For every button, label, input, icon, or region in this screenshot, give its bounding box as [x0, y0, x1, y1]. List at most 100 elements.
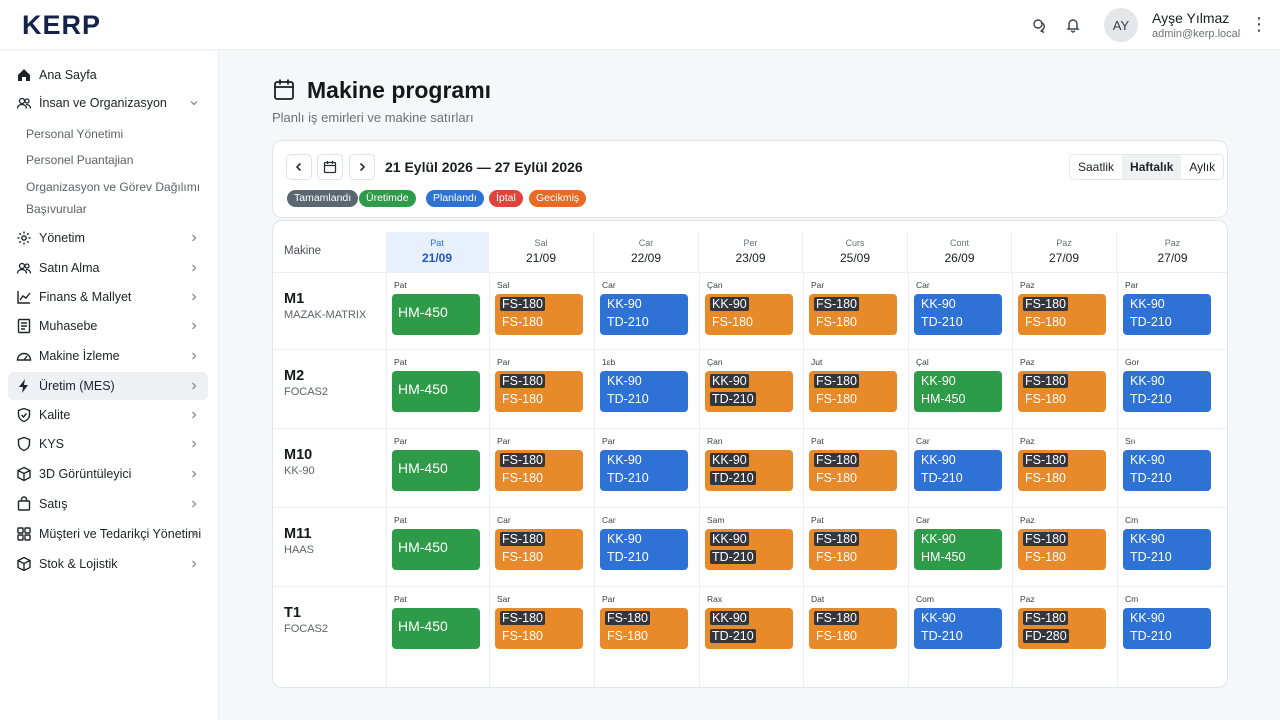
work-order-block[interactable]: FS-180 FS-180 — [495, 294, 583, 335]
shift-label: Car — [497, 515, 511, 525]
work-order-block[interactable]: KK-90 HM-450 — [914, 529, 1002, 570]
shift-label: Paz — [1020, 436, 1035, 446]
work-order-block[interactable]: KK-90 FS-180 — [705, 294, 793, 335]
work-order-code: FS-180 — [502, 550, 543, 564]
sidebar-item-makine-izleme[interactable]: Makine İzleme — [8, 342, 208, 370]
work-order-block[interactable]: KK-90 TD-210 — [600, 294, 688, 335]
work-order-code: TD-210 — [607, 315, 649, 329]
sidebar-item-kalite[interactable]: Kalite — [8, 401, 208, 429]
work-order-code: KK-90 — [710, 611, 749, 625]
work-order-block[interactable]: FS-180 FS-180 — [600, 608, 688, 649]
row-divider — [273, 349, 1227, 350]
sidebar-item-insan-ve-organizasyon[interactable]: İnsan ve Organizasyon — [8, 89, 208, 117]
chevron-right-icon — [188, 408, 200, 422]
day-header: Pat 21/09 — [386, 232, 489, 272]
date-picker-button[interactable] — [317, 154, 343, 180]
prev-week-button[interactable] — [286, 154, 312, 180]
next-week-button[interactable] — [349, 154, 375, 180]
work-order-block[interactable]: KK-90 TD-210 — [1123, 450, 1211, 491]
work-order-block[interactable]: KK-90 TD-210 — [705, 371, 793, 412]
work-order-block[interactable]: KK-90 TD-210 — [1123, 371, 1211, 412]
sidebar-item-musteri-tedarikci[interactable]: Müşteri ve Tedarikçi Yönetimi — [8, 520, 208, 548]
sidebar-item-uretim-mes[interactable]: Üretim (MES) — [8, 372, 208, 400]
work-order-block[interactable]: KK-90 TD-210 — [914, 608, 1002, 649]
chevron-right-icon — [188, 261, 200, 275]
work-order-block[interactable]: HM-450 — [392, 608, 480, 649]
work-order-code: KK-90 — [1130, 297, 1165, 311]
work-order-block[interactable]: FS-180 FS-180 — [809, 371, 897, 412]
sidebar-item-satis[interactable]: Satış — [8, 490, 208, 518]
work-order-block[interactable]: KK-90 TD-210 — [600, 450, 688, 491]
calendar-toolbar: 21 Eylül 2026 — 27 Eylül 2026 Saatlik Ha… — [272, 140, 1228, 218]
work-order-block[interactable]: KK-90 TD-210 — [914, 450, 1002, 491]
work-order-block[interactable]: FS-180 FS-180 — [495, 450, 583, 491]
work-order-block[interactable]: KK-90 TD-210 — [1123, 529, 1211, 570]
bolt-icon — [16, 378, 32, 394]
work-order-block[interactable]: KK-90 TD-210 — [600, 371, 688, 412]
sidebar-item-ana-sayfa[interactable]: Ana Sayfa — [8, 61, 208, 89]
column-divider — [489, 272, 490, 687]
work-order-block[interactable]: FS-180 FS-180 — [1018, 294, 1106, 335]
gauge-icon — [16, 348, 32, 364]
machine-code[interactable]: M1 — [284, 291, 305, 307]
work-order-block[interactable]: KK-90 TD-210 — [705, 450, 793, 491]
avatar[interactable]: AY — [1104, 8, 1138, 42]
work-order-block[interactable]: KK-90 TD-210 — [1123, 608, 1211, 649]
work-order-block[interactable]: FS-180 FS-180 — [809, 294, 897, 335]
machine-code[interactable]: M11 — [284, 526, 312, 542]
day-name: Paz — [1164, 238, 1181, 248]
home-icon — [16, 67, 32, 83]
sidebar-item-kys[interactable]: KYS — [8, 430, 208, 458]
view-weekly-button[interactable]: Haftalık — [1122, 155, 1182, 179]
sidebar-item-stok-lojistik[interactable]: Stok & Lojistik — [8, 550, 208, 578]
sidebar-subitem-personal-yonetimi[interactable]: Personal Yönetimi — [26, 127, 124, 141]
chevron-right-icon — [188, 437, 200, 451]
work-order-block[interactable]: FS-180 FS-180 — [495, 608, 583, 649]
sidebar-subitem-organizasyon[interactable]: Organizasyon ve Görev Dağılımı — [26, 180, 201, 194]
work-order-block[interactable]: FS-180 FS-180 — [495, 529, 583, 570]
work-order-block[interactable]: FS-180 FS-180 — [809, 608, 897, 649]
more-menu-icon[interactable]: ⋮ — [1250, 14, 1268, 34]
work-order-block[interactable]: HM-450 — [392, 371, 480, 412]
work-order-block[interactable]: HM-450 — [392, 450, 480, 491]
work-order-block[interactable]: FS-180 FS-180 — [809, 450, 897, 491]
work-order-code: HM-450 — [398, 304, 448, 320]
sidebar-item-label: Kalite — [39, 408, 71, 422]
work-order-block[interactable]: KK-90 TD-210 — [705, 608, 793, 649]
shift-label: Sıı — [1125, 436, 1136, 446]
work-order-block[interactable]: KK-90 TD-210 — [600, 529, 688, 570]
view-hourly-button[interactable]: Saatlik — [1070, 155, 1123, 179]
work-order-block[interactable]: FS-180 FD-280 — [1018, 608, 1106, 649]
chat-icon[interactable] — [1030, 15, 1050, 35]
app-logo[interactable]: KERP — [22, 10, 102, 40]
work-order-block[interactable]: FS-180 FS-180 — [1018, 371, 1106, 412]
sidebar-subitem-basvurular[interactable]: Başıvurular — [26, 202, 87, 216]
work-order-block[interactable]: FS-180 FS-180 — [1018, 529, 1106, 570]
view-monthly-button[interactable]: Aylık — [1181, 155, 1224, 179]
work-order-block[interactable]: FS-180 FS-180 — [495, 371, 583, 412]
sidebar-item-satin-alma[interactable]: Satın Alma — [8, 254, 208, 282]
work-order-block[interactable]: FS-180 FS-180 — [1018, 450, 1106, 491]
work-order-block[interactable]: KK-90 HM-450 — [914, 371, 1002, 412]
work-order-block[interactable]: KK-90 TD-210 — [705, 529, 793, 570]
machine-code[interactable]: M10 — [284, 447, 313, 463]
work-order-block[interactable]: KK-90 TD-210 — [1123, 294, 1211, 335]
sidebar-item-yonetim[interactable]: Yönetim — [8, 224, 208, 252]
sidebar-item-muhasebe[interactable]: Muhasebe — [8, 312, 208, 340]
work-order-block[interactable]: KK-90 TD-210 — [914, 294, 1002, 335]
sidebar-subitem-personel-puantajian[interactable]: Personel Puantajian — [26, 153, 134, 167]
machine-code[interactable]: M2 — [284, 368, 305, 384]
work-order-code: TD-210 — [1130, 629, 1172, 643]
machine-code[interactable]: T1 — [284, 605, 301, 621]
bell-icon[interactable] — [1063, 15, 1083, 35]
sidebar-item-label: Yönetim — [39, 231, 85, 245]
sidebar-item-3d-goruntuleyici[interactable]: 3D Görüntüleyici — [8, 460, 208, 488]
shift-label: Pat — [394, 280, 407, 290]
sidebar-item-finans[interactable]: Finans & Mallyet — [8, 283, 208, 311]
work-order-block[interactable]: HM-450 — [392, 529, 480, 570]
sidebar-item-label: Makine İzleme — [39, 349, 120, 363]
work-order-block[interactable]: HM-450 — [392, 294, 480, 335]
work-order-block[interactable]: FS-180 FS-180 — [809, 529, 897, 570]
work-order-code: FS-180 — [816, 392, 857, 406]
work-order-code: KK-90 — [1130, 374, 1165, 388]
